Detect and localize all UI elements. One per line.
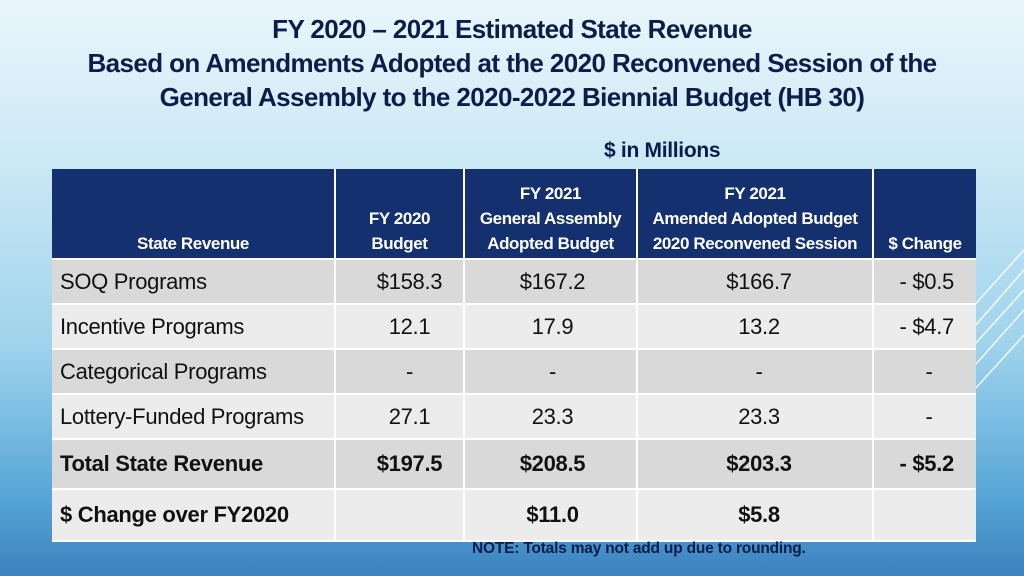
change-over-row: $ Change over FY2020 $11.0 $5.8 [52, 489, 976, 542]
table-row: Incentive Programs 12.1 17.9 13.2 - $4.7 [52, 304, 976, 350]
cell-fy2020: 27.1 [335, 394, 465, 440]
change-over-fy2021-amended: $5.8 [637, 489, 874, 542]
header-fy2020-budget: FY 2020 Budget [335, 169, 465, 260]
total-row: Total State Revenue $197.5 $208.5 $203.3… [52, 439, 976, 490]
header-state-revenue: State Revenue [52, 169, 336, 260]
total-fy2020: $197.5 [335, 439, 465, 490]
row-label: Categorical Programs [52, 349, 336, 395]
row-label: Incentive Programs [52, 304, 336, 350]
slide-title: FY 2020 – 2021 Estimated State Revenue B… [0, 12, 1024, 114]
cell-fy2021-amended: $166.7 [637, 259, 874, 305]
cell-fy2020: 12.1 [335, 304, 465, 350]
cell-change: - [873, 394, 976, 440]
cell-fy2021-amended: 13.2 [637, 304, 874, 350]
table-row: Lottery-Funded Programs 27.1 23.3 23.3 - [52, 394, 976, 440]
table-row: Categorical Programs - - - - [52, 349, 976, 395]
table-header-row: State Revenue FY 2020 Budget FY 2021 Gen… [52, 169, 976, 260]
cell-change: - $4.7 [873, 304, 976, 350]
cell-fy2021-amended: - [637, 349, 874, 395]
rounding-note: NOTE: Totals may not add up due to round… [472, 540, 806, 557]
cell-fy2021-ga: $167.2 [464, 259, 638, 305]
title-line-2: Based on Amendments Adopted at the 2020 … [87, 48, 937, 78]
units-label: $ in Millions [604, 139, 721, 162]
row-label: Lottery-Funded Programs [52, 394, 336, 440]
cell-fy2021-amended: 23.3 [637, 394, 874, 440]
title-line-3: General Assembly to the 2020-2022 Bienni… [159, 82, 865, 112]
change-over-fy2020 [335, 489, 465, 542]
cell-fy2020: - [335, 349, 465, 395]
row-label: SOQ Programs [52, 259, 336, 305]
cell-change: - $0.5 [873, 259, 976, 305]
header-fy2021-ga-adopted: FY 2021 General Assembly Adopted Budget [464, 169, 638, 260]
cell-fy2021-ga: - [464, 349, 638, 395]
table-row: SOQ Programs $158.3 $167.2 $166.7 - $0.5 [52, 259, 976, 305]
change-over-change [873, 489, 976, 542]
cell-fy2021-ga: 17.9 [464, 304, 638, 350]
cell-fy2020: $158.3 [335, 259, 465, 305]
change-over-label: $ Change over FY2020 [52, 489, 336, 542]
cell-fy2021-ga: 23.3 [464, 394, 638, 440]
total-fy2021-amended: $203.3 [637, 439, 874, 490]
total-label: Total State Revenue [52, 439, 336, 490]
header-fy2021-amended: FY 2021 Amended Adopted Budget 2020 Reco… [637, 169, 874, 260]
cell-change: - [873, 349, 976, 395]
change-over-fy2021-ga: $11.0 [464, 489, 638, 542]
total-change: - $5.2 [873, 439, 976, 490]
total-fy2021-ga: $208.5 [464, 439, 638, 490]
title-line-1: FY 2020 – 2021 Estimated State Revenue [272, 14, 752, 44]
header-change: $ Change [873, 169, 976, 260]
revenue-table: State Revenue FY 2020 Budget FY 2021 Gen… [52, 169, 976, 542]
